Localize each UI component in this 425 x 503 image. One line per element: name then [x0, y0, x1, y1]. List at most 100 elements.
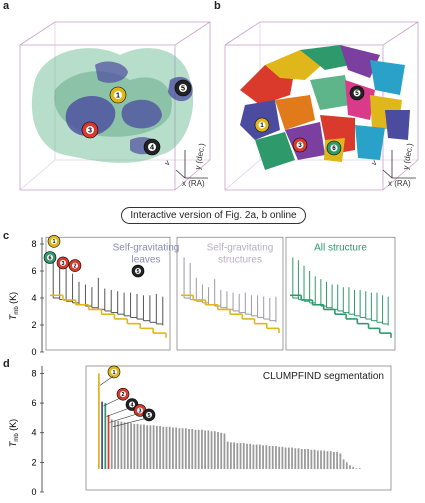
ytick-label-0: 0 — [31, 347, 36, 357]
marker-center — [120, 391, 126, 398]
bar-45 — [239, 443, 242, 470]
bar-13 — [136, 423, 139, 470]
bar-73 — [329, 451, 332, 470]
marker-number: 2 — [74, 264, 77, 270]
leader-line — [106, 407, 132, 417]
bar-38 — [217, 431, 219, 470]
marker-number: 3 — [62, 261, 65, 267]
ytick-label-8: 8 — [31, 239, 36, 249]
panel-c-frame-2 — [176, 236, 284, 351]
bar-39 — [220, 432, 223, 470]
bar-33 — [201, 429, 203, 470]
bar-5 — [110, 419, 113, 470]
marker-number: 1 — [113, 370, 116, 376]
bar-24 — [172, 427, 174, 470]
bar-35 — [207, 430, 210, 470]
bar-71 — [323, 450, 326, 470]
marker-center — [146, 411, 152, 418]
bar-25 — [175, 427, 178, 470]
bar-69 — [316, 450, 319, 470]
cube-b-vz-label: v — [369, 158, 379, 167]
bar-58 — [281, 446, 284, 470]
bar-2 — [101, 401, 103, 470]
bar-12 — [133, 423, 136, 470]
axis-triad-b — [382, 150, 416, 179]
bar-16 — [146, 425, 149, 470]
bar-4 — [107, 414, 110, 470]
bar-55 — [271, 446, 274, 470]
marker-number: 5 — [148, 413, 151, 419]
ytick-label-4: 4 — [31, 293, 36, 303]
marker-number: 3 — [139, 408, 142, 414]
ytick-label-8: 8 — [31, 368, 36, 378]
marker-number: 5 — [355, 90, 359, 97]
bar-57 — [278, 446, 281, 470]
clumpfind-segments — [240, 45, 410, 170]
ytick-label-6: 6 — [31, 266, 36, 276]
marker-3: 3 — [133, 404, 147, 417]
ytick-label-6: 6 — [31, 398, 36, 408]
bar-66 — [307, 449, 310, 470]
bar-21 — [162, 426, 165, 470]
bar-70 — [320, 450, 322, 470]
marker-number: 2 — [122, 392, 125, 398]
bar-19 — [155, 426, 158, 470]
bar-54 — [268, 446, 271, 470]
bar-36 — [210, 431, 213, 470]
bar-28 — [184, 428, 187, 470]
cube-markers: 1 3 5 4 1 3 5 6 — [81, 79, 365, 156]
panel-c-ylabel: Tmb (K) — [8, 292, 20, 320]
bar-31 — [194, 429, 197, 470]
bar-56 — [275, 446, 277, 470]
marker-1: 1 — [47, 235, 61, 248]
bar-37 — [213, 431, 216, 470]
panel-c-frame-3 — [285, 236, 396, 351]
marker-6: 6 — [326, 140, 342, 156]
marker-5: 5 — [349, 85, 365, 101]
marker-number: 3 — [88, 126, 92, 135]
marker-5: 5 — [131, 264, 145, 278]
marker-3: 3 — [292, 137, 308, 153]
marker-1: 1 — [109, 86, 127, 104]
panel-label-a: a — [3, 0, 10, 12]
interactive-version-button[interactable]: Interactive version of Fig. 2a, b online — [121, 207, 306, 224]
panel-c-title-2: structures — [218, 254, 262, 265]
marker-center — [148, 143, 156, 151]
bar-30 — [191, 429, 194, 470]
bar-22 — [165, 426, 168, 470]
panel-label-c: c — [3, 230, 10, 242]
marker-center — [137, 407, 143, 414]
bar-26 — [178, 428, 181, 470]
panel-c-title-1: Self-gravitating — [113, 242, 180, 253]
marker-5: 5 — [174, 79, 192, 97]
bar-76 — [339, 453, 342, 470]
bar-9 — [123, 422, 126, 470]
bar-41 — [226, 441, 229, 470]
marker-number: 6 — [49, 255, 52, 261]
marker-number: 1 — [116, 91, 120, 100]
marker-center — [330, 144, 338, 152]
marker-6: 6 — [43, 251, 57, 264]
bar-15 — [143, 424, 145, 470]
bar-18 — [152, 425, 155, 470]
cube-render-b: x (RA) y (dec.) v — [224, 21, 419, 191]
bar-59 — [284, 447, 287, 470]
bar-42 — [230, 442, 232, 470]
marker-center — [72, 262, 78, 269]
bar-63 — [297, 448, 300, 470]
bar-46 — [242, 443, 245, 470]
bar-34 — [204, 430, 207, 470]
marker-5: 5 — [142, 408, 156, 422]
marker-center — [47, 254, 53, 261]
marker-center — [111, 368, 117, 375]
marker-center — [60, 259, 66, 266]
bar-44 — [236, 443, 239, 470]
bar-72 — [326, 451, 329, 470]
bar-53 — [265, 445, 268, 470]
bar-3 — [104, 403, 107, 470]
marker-1: 1 — [254, 117, 270, 133]
marker-2: 2 — [116, 387, 130, 401]
bar-67 — [310, 449, 313, 470]
marker-center — [135, 268, 141, 274]
